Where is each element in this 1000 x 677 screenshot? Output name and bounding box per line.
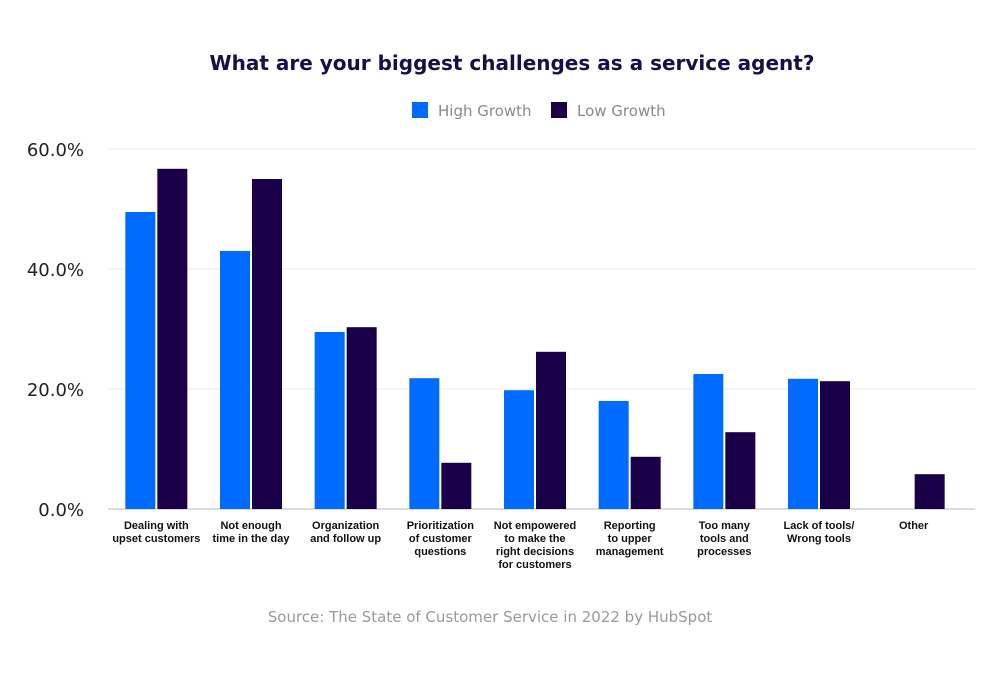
- y-tick-label: 0.0%: [38, 500, 84, 521]
- y-tick-label: 40.0%: [27, 260, 84, 281]
- bar-high-growth: [693, 374, 724, 509]
- x-tick-label: Reporting to upper management: [596, 520, 664, 558]
- bar-low-growth: [157, 168, 188, 510]
- bar-high-growth: [314, 332, 345, 509]
- bar-high-growth: [598, 401, 629, 509]
- x-tick-label: Other: [899, 520, 929, 532]
- bar-low-growth: [725, 432, 756, 509]
- bar-low-growth: [252, 179, 282, 509]
- x-tick-label: Too many tools and processes: [697, 520, 751, 558]
- bar-low-growth: [630, 456, 661, 509]
- bar-high-growth: [409, 378, 440, 509]
- legend-label: Low Growth: [577, 102, 666, 120]
- x-tick-label: Prioritization of customer questions: [407, 520, 475, 558]
- bars: [125, 168, 945, 510]
- x-tick-label: Lack of tools/Wrong tools: [784, 520, 855, 545]
- y-tick-label: 20.0%: [27, 380, 84, 401]
- bar-high-growth: [788, 378, 818, 509]
- source-note: Source: The State of Customer Service in…: [268, 608, 713, 626]
- legend-swatch: [412, 102, 428, 118]
- bar-low-growth: [820, 381, 850, 509]
- bar-low-growth: [914, 474, 945, 509]
- bar-high-growth: [504, 390, 534, 509]
- legend: High Growth Low Growth: [412, 102, 666, 120]
- x-tick-label: Dealing with upset customers: [112, 520, 200, 545]
- bar-high-growth: [220, 251, 250, 509]
- x-tick-label: Not enough time in the day: [212, 520, 290, 545]
- bar-low-growth: [346, 327, 377, 509]
- category-labels: Dealing with upset customers Not enough tim…: [112, 520, 929, 571]
- chart-title: What are your biggest challenges as a se…: [210, 51, 815, 75]
- bar-high-growth: [125, 212, 156, 509]
- x-tick-label: Not empowered to make the right decisions f…: [494, 520, 577, 571]
- legend-swatch: [551, 102, 567, 118]
- bar-low-growth: [441, 462, 472, 509]
- y-tick-label: 60.0%: [27, 140, 84, 161]
- legend-label: High Growth: [438, 102, 532, 120]
- x-tick-label: Organization and follow up: [310, 520, 381, 545]
- bar-low-growth: [536, 351, 566, 509]
